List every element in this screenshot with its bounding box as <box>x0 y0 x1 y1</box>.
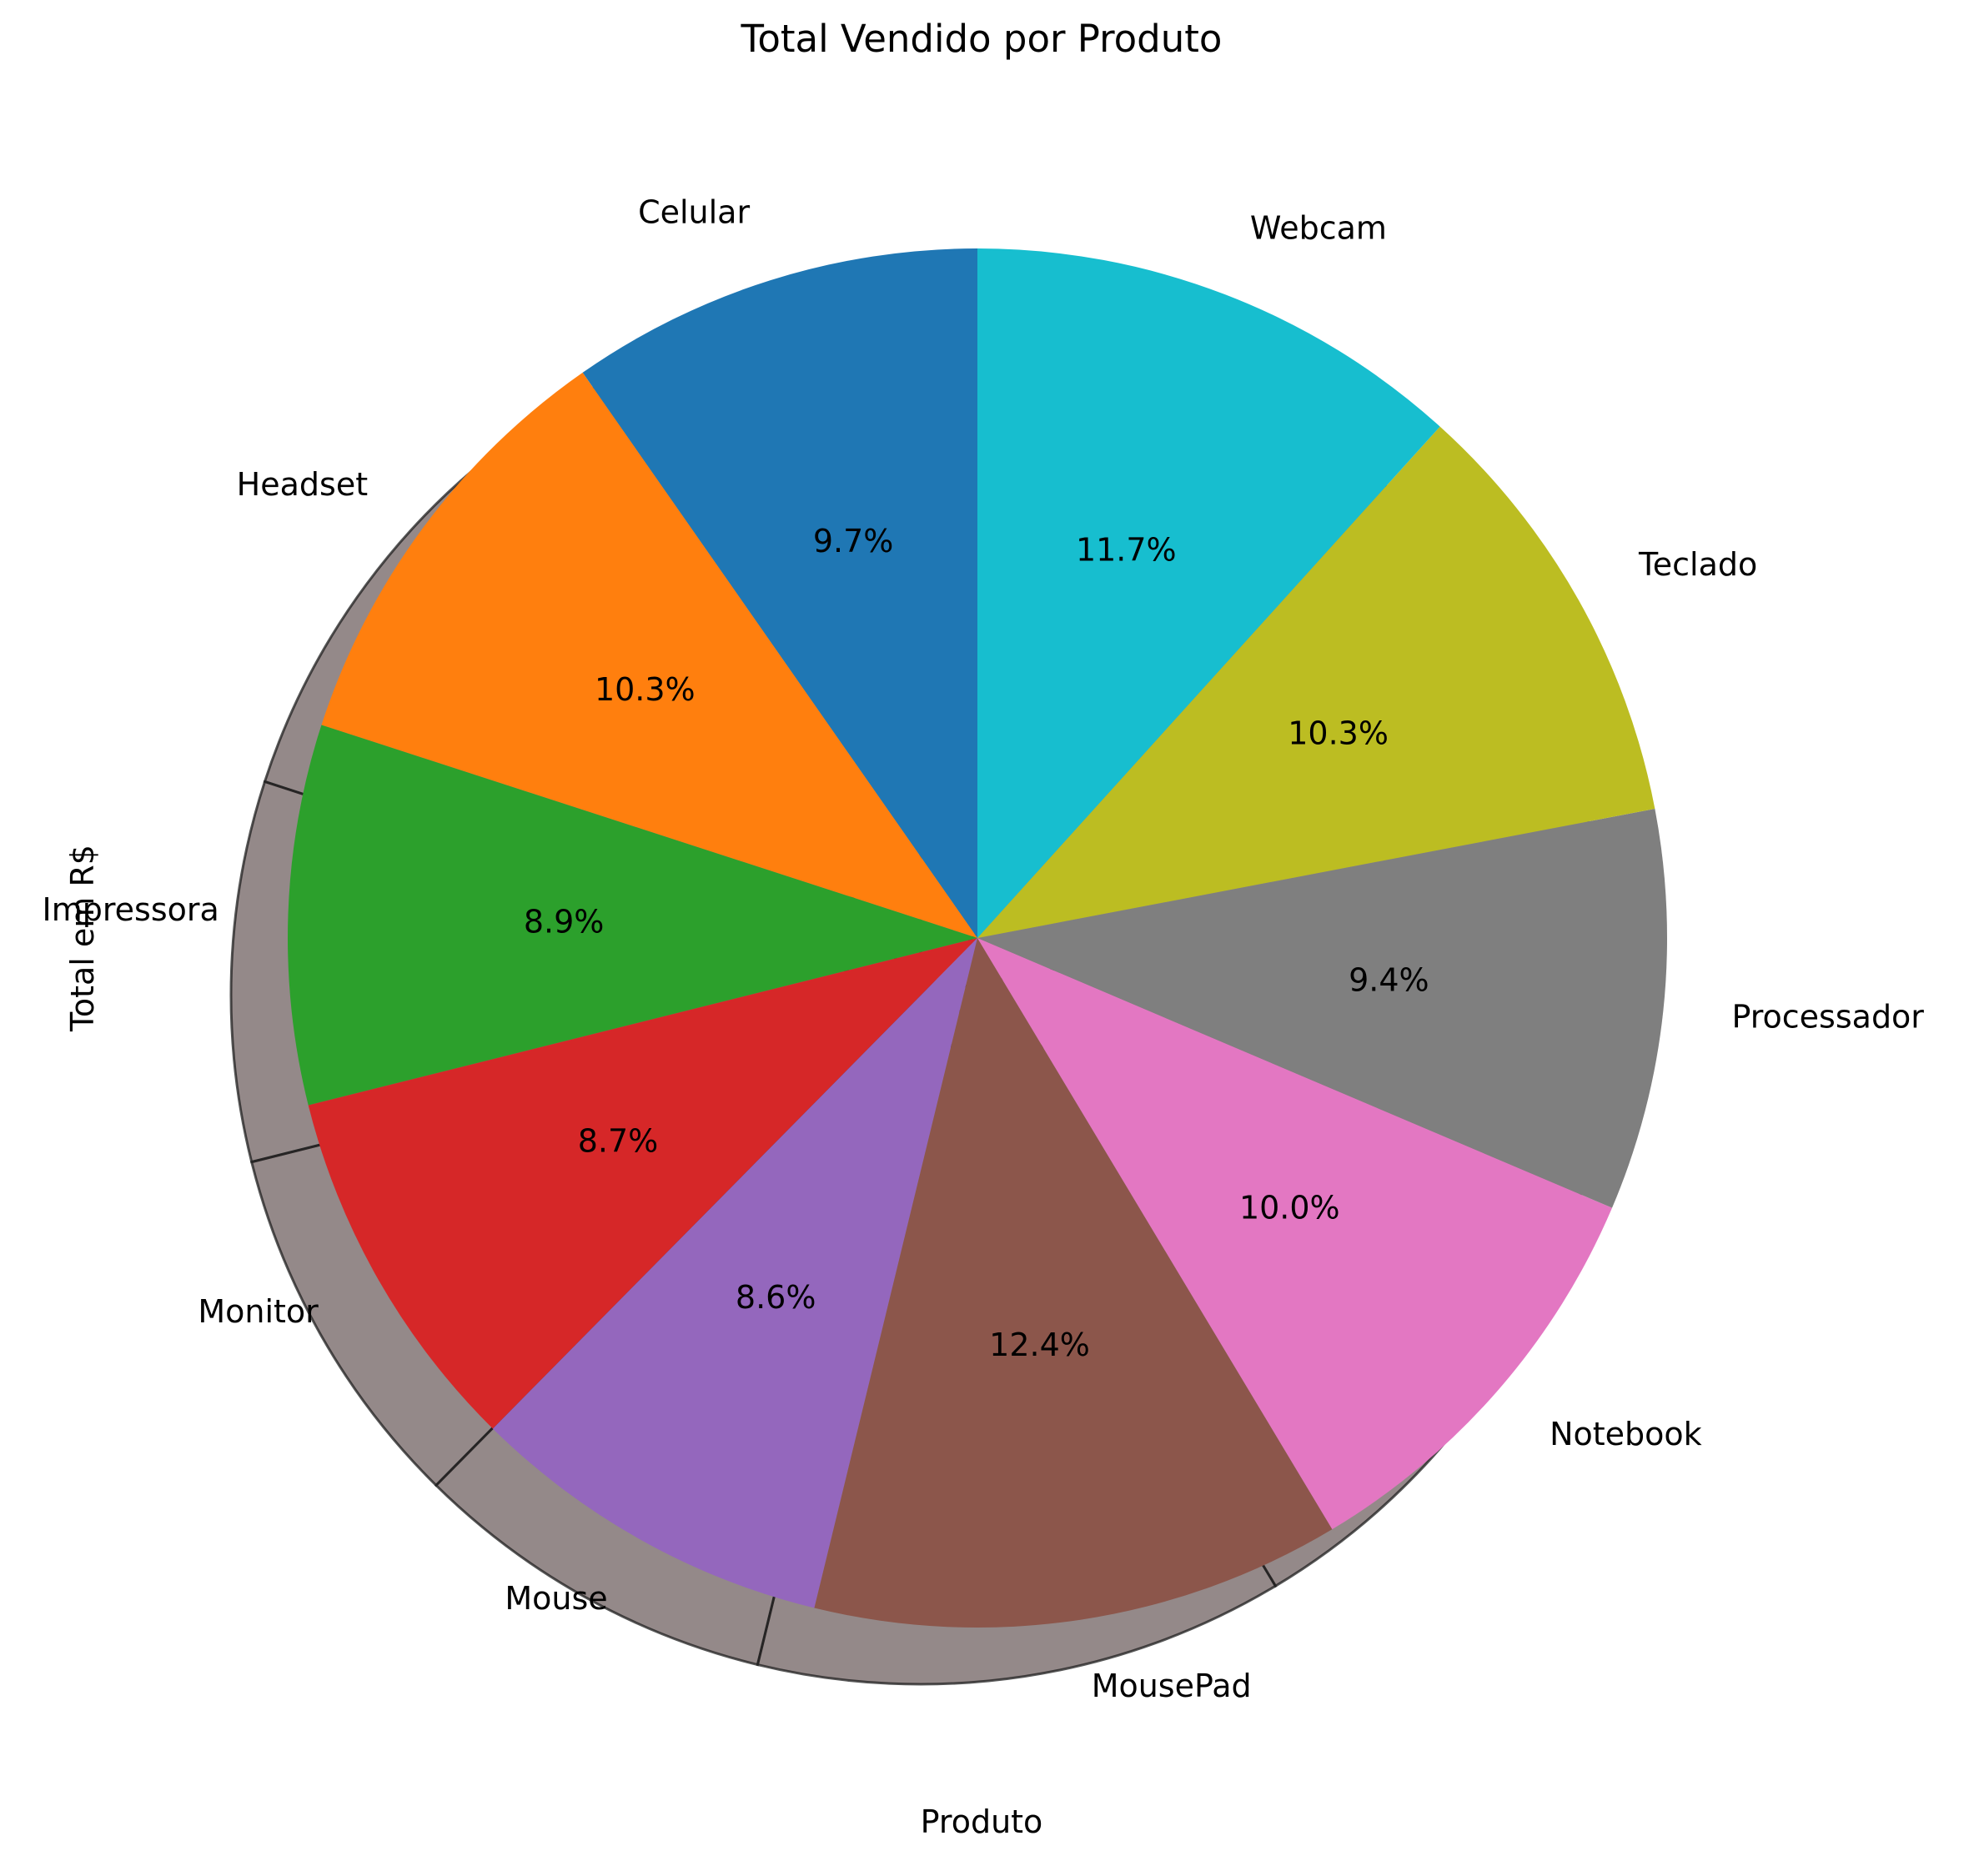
slice-percent-headset: 10.3% <box>595 671 696 708</box>
pie-slices <box>288 248 1667 1628</box>
pie-labels: Celular 9.7% Headset 10.3% Impressora 8.9% Mon… <box>43 194 1925 1704</box>
slice-percent-teclado: 10.3% <box>1288 715 1389 751</box>
slice-label-notebook: Notebook <box>1550 1416 1702 1452</box>
slice-percent-processador: 9.4% <box>1349 961 1429 998</box>
pie-slice-mousepad <box>814 938 1333 1628</box>
slice-percent-mouse: 8.6% <box>736 1279 816 1316</box>
x-axis-label: Produto <box>921 1803 1043 1840</box>
slice-percent-notebook: 10.0% <box>1239 1189 1340 1226</box>
y-axis-label: Total em R$ <box>64 845 101 1032</box>
pie-slice-processador <box>977 809 1667 1208</box>
pie-slice-webcam <box>977 248 1440 938</box>
slice-percent-webcam: 11.7% <box>1076 531 1177 568</box>
pie-slice-celular <box>582 248 977 938</box>
slice-label-mousepad: MousePad <box>1092 1668 1252 1704</box>
slice-label-mouse: Mouse <box>505 1580 607 1617</box>
pie-slice-impressora <box>288 725 977 1106</box>
slice-label-webcam: Webcam <box>1250 210 1387 247</box>
slice-percent-celular: 9.7% <box>813 523 894 559</box>
pie-slice-mouse <box>492 938 977 1608</box>
slice-percent-monitor: 8.7% <box>578 1122 659 1159</box>
pie-slice-notebook <box>977 938 1613 1530</box>
slice-label-processador: Processador <box>1732 999 1925 1036</box>
slice-label-teclado: Teclado <box>1638 546 1757 583</box>
pie-slice-headset <box>321 372 978 938</box>
slice-label-monitor: Monitor <box>198 1293 319 1330</box>
slice-label-celular: Celular <box>638 194 750 231</box>
slice-label-headset: Headset <box>237 466 368 503</box>
slice-percent-mousepad: 12.4% <box>989 1327 1090 1363</box>
pie-slice-monitor <box>308 938 978 1429</box>
pie-slice-teclado <box>977 426 1655 939</box>
slice-label-impressora: Impressora <box>43 891 219 928</box>
chart-title: Total Vendido por Produto <box>741 17 1223 61</box>
slice-percent-impressora: 8.9% <box>524 903 605 940</box>
